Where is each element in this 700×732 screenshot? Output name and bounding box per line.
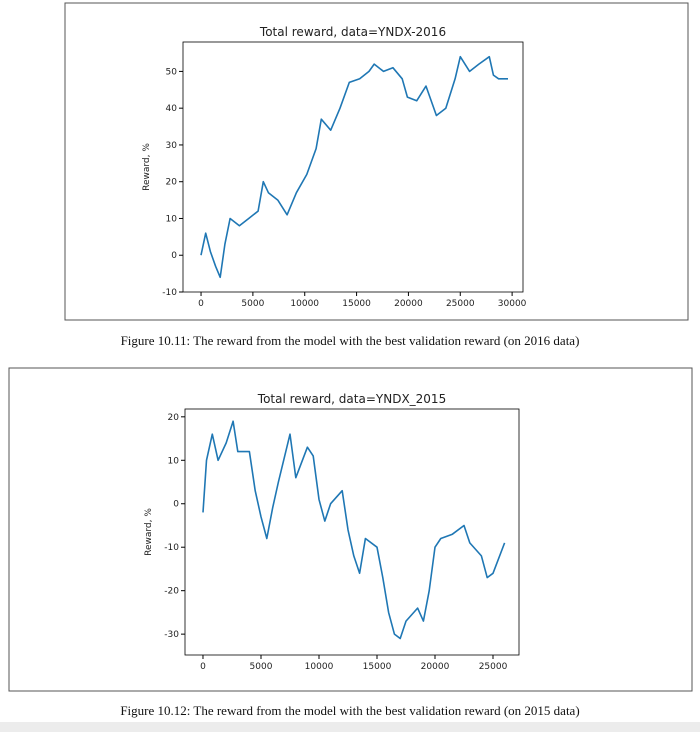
y-tick-label: 10 [168, 456, 180, 466]
y-axis-label: Reward, % [144, 508, 154, 556]
reward-line [200, 55, 508, 279]
y-tick-label: -10 [164, 543, 179, 553]
y-tick-label: 40 [166, 104, 178, 114]
y-tick-label: 20 [166, 178, 178, 188]
x-tick-label: 0 [200, 662, 206, 672]
caption: Figure 10.12: The reward from the model … [120, 703, 579, 718]
y-tick-label: 50 [166, 67, 178, 77]
y-tick-label: 10 [166, 214, 178, 224]
reward-line [202, 420, 506, 640]
y-tick-label: 30 [166, 141, 178, 151]
x-tick-label: 10000 [305, 662, 334, 672]
x-tick-label: 10000 [290, 299, 319, 309]
x-tick-label: 15000 [363, 662, 392, 672]
x-tick-label: 20000 [394, 299, 423, 309]
y-tick-label: -10 [162, 288, 177, 298]
caption: Figure 10.11: The reward from the model … [121, 333, 580, 348]
y-tick-label: 20 [168, 413, 180, 423]
y-tick-label: -20 [164, 587, 179, 597]
x-tick-label: 25000 [479, 662, 508, 672]
y-tick-label: 0 [171, 251, 177, 261]
y-tick-label: -30 [164, 630, 179, 640]
figure-frame [64, 2, 689, 321]
bottom-band [0, 722, 700, 732]
x-tick-label: 15000 [342, 299, 371, 309]
chart-title: Total reward, data=YNDX_2015 [257, 392, 446, 406]
x-tick-label: 0 [198, 299, 204, 309]
x-tick-label: 25000 [446, 299, 475, 309]
plot-frame [184, 408, 520, 656]
y-tick-label: 0 [173, 500, 179, 510]
plot-frame [182, 41, 524, 293]
x-tick-label: 5000 [250, 662, 273, 672]
x-tick-label: 20000 [421, 662, 450, 672]
x-tick-label: 30000 [498, 299, 527, 309]
figure-frame [8, 367, 693, 692]
x-tick-label: 5000 [241, 299, 264, 309]
chart-title: Total reward, data=YNDX-2016 [259, 25, 446, 39]
y-axis-label: Reward, % [142, 143, 152, 191]
